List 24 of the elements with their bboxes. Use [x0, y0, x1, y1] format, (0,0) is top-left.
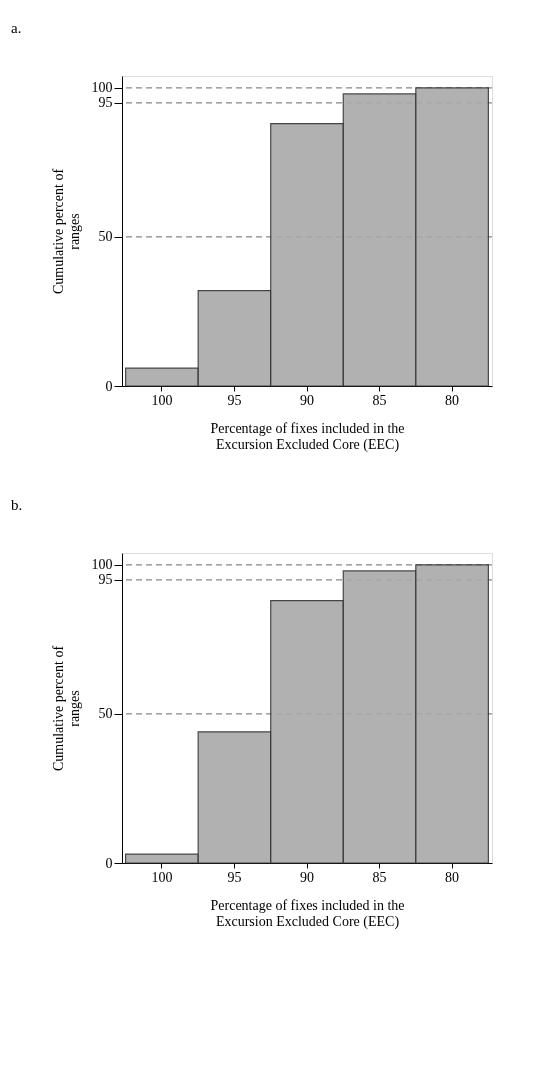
- x-tick-label: 100: [151, 869, 173, 885]
- y-tick-label: 95: [98, 572, 113, 588]
- y-tick-label: 50: [98, 229, 113, 245]
- y-tick-label: 95: [98, 95, 113, 111]
- y-tick-label: 0: [105, 855, 113, 871]
- chart-title: b.: [11, 497, 23, 513]
- y-tick-label: 100: [91, 557, 113, 573]
- y-tick-label: 50: [98, 706, 113, 722]
- y-axis-title: Cumulative percent of ranges: [50, 168, 82, 295]
- y-tick-label: 100: [91, 80, 113, 96]
- x-tick-label: 85: [372, 869, 387, 885]
- y-tick-label: 0: [105, 378, 113, 394]
- x-tick-label: 85: [372, 392, 387, 408]
- x-tick-label: 100: [151, 392, 173, 408]
- x-tick-label: 80: [445, 869, 460, 885]
- chart-title: a.: [11, 20, 22, 36]
- x-axis-title: Percentage of fixes included in the Excursion Excluded Core (EEC): [210, 897, 405, 930]
- x-tick-label: 95: [227, 869, 242, 885]
- x-tick-label: 90: [300, 392, 314, 408]
- x-tick-label: 95: [227, 392, 242, 408]
- x-axis-title: Percentage of fixes included in the Excursion Excluded Core (EEC): [210, 420, 405, 453]
- y-axis-title: Cumulative percent of ranges: [50, 645, 82, 772]
- x-tick-label: 90: [300, 869, 314, 885]
- x-tick-label: 80: [445, 392, 460, 408]
